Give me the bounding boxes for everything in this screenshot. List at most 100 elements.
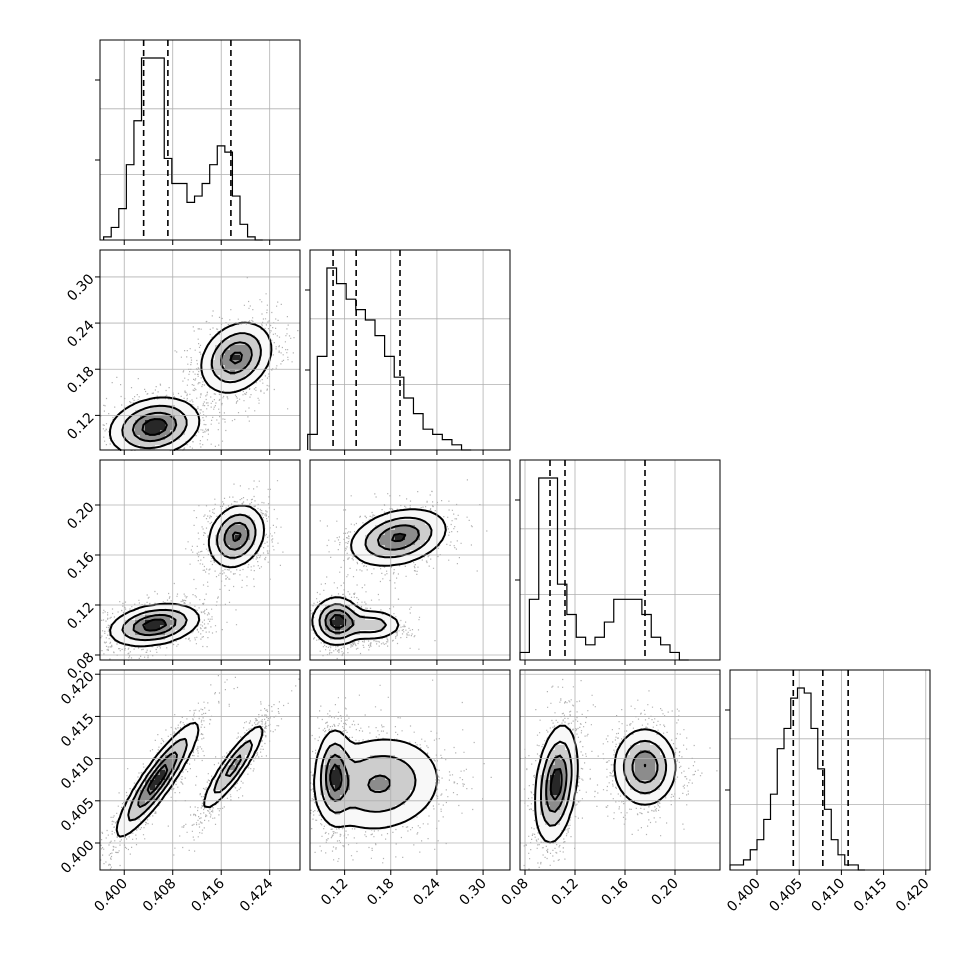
density-cell (325, 620, 331, 626)
density-cell (420, 515, 426, 521)
density-cell (180, 745, 186, 751)
density-cell (365, 760, 371, 766)
density-cell (140, 405, 146, 411)
density-cell (355, 765, 361, 771)
density-cell (640, 740, 646, 746)
density-cell (655, 775, 661, 781)
density-cell (570, 765, 576, 771)
density-cell (185, 625, 191, 631)
density-cell (355, 790, 361, 796)
density-cell (380, 810, 386, 816)
density-cell (210, 345, 216, 351)
density-cell (160, 605, 166, 611)
density-cell (640, 785, 646, 791)
panel-frame (309, 249, 511, 451)
density-cell (235, 765, 241, 771)
density-cell (640, 735, 646, 741)
density-cell (220, 525, 226, 531)
density-cell (560, 815, 566, 821)
density-cell (225, 515, 231, 521)
density-cell (260, 350, 266, 356)
density-cell (370, 795, 376, 801)
density-cell (205, 800, 211, 806)
density-cell (425, 545, 431, 551)
density-cell (420, 805, 426, 811)
density-cell (410, 810, 416, 816)
density-cell (125, 435, 131, 441)
density-cell (570, 780, 576, 786)
density-cell (165, 625, 171, 631)
x-tick-label: 0.405 (766, 876, 806, 916)
density-cell (225, 360, 231, 366)
density-cell (320, 775, 326, 781)
density-cell (370, 805, 376, 811)
grid (100, 460, 300, 660)
density-cell (425, 765, 431, 771)
density-cell (255, 525, 261, 531)
density-cell (250, 375, 256, 381)
density-cell (400, 795, 406, 801)
density-cell (145, 410, 151, 416)
density-cell (225, 535, 231, 541)
contour-lines (109, 504, 265, 648)
y-tick-label: 0.405 (58, 795, 98, 835)
density-cell (335, 605, 341, 611)
density-cell (240, 365, 246, 371)
density-cell (135, 635, 141, 641)
density-cell (165, 785, 171, 791)
density-cell (225, 340, 231, 346)
density-cell (435, 535, 441, 541)
density-cell (400, 550, 406, 556)
density-cell (185, 415, 191, 421)
density-cell (410, 750, 416, 756)
density-cell (120, 440, 126, 446)
density-cell (260, 335, 266, 341)
density-cell (130, 805, 136, 811)
density-cell (385, 525, 391, 531)
density-cell (375, 785, 381, 791)
density-cell (335, 620, 341, 626)
density-cell (550, 825, 556, 831)
density-cell (370, 785, 376, 791)
density-cell (555, 775, 561, 781)
density-cell (140, 615, 146, 621)
density-cell (360, 805, 366, 811)
density-cell (635, 730, 641, 736)
density-cell (340, 750, 346, 756)
density-cell (385, 625, 391, 631)
density-cell (140, 630, 146, 636)
density-cell (405, 530, 411, 536)
density-cell (120, 435, 126, 441)
density-cell (150, 635, 156, 641)
density-cell (235, 505, 241, 511)
density-cell (340, 815, 346, 821)
density-cell (230, 775, 236, 781)
density-cell (180, 750, 186, 756)
density-cell (400, 540, 406, 546)
density-cell (565, 815, 571, 821)
density-cell (240, 360, 246, 366)
density-cell (625, 790, 631, 796)
density-cell (180, 400, 186, 406)
density-cell (545, 795, 551, 801)
density-cell (250, 535, 256, 541)
density-cell (330, 730, 336, 736)
density-cell (360, 765, 366, 771)
density-cell (145, 630, 151, 636)
density-cell (660, 770, 666, 776)
density-cell (565, 755, 571, 761)
density-cell (235, 560, 241, 566)
density-cell (180, 605, 186, 611)
density-cell (365, 750, 371, 756)
density-cell (380, 780, 386, 786)
density-cell (245, 745, 251, 751)
density-cell (385, 615, 391, 621)
density-cell (145, 635, 151, 641)
density-cell (390, 785, 396, 791)
density-cell (230, 510, 236, 516)
density-cell (400, 520, 406, 526)
y-tick-label: 0.24 (64, 317, 97, 350)
density-cell (625, 735, 631, 741)
density-cell (655, 780, 661, 786)
density-cell (335, 800, 341, 806)
